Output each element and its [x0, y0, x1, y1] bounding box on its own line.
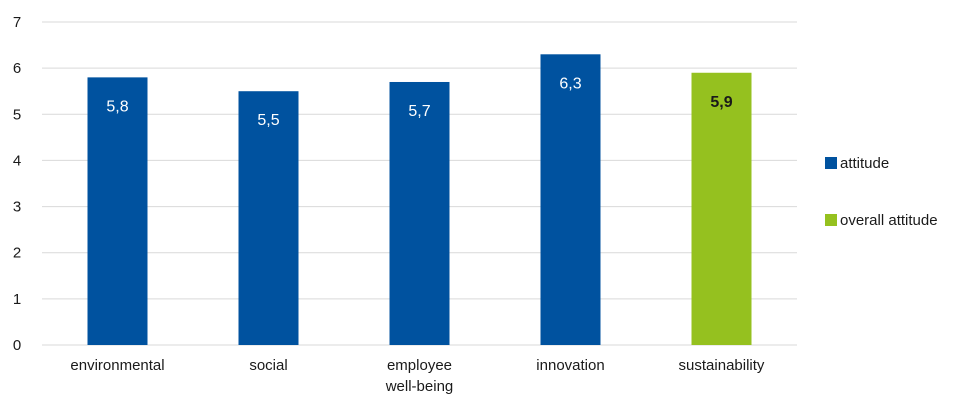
x-tick-label-line: well-being	[385, 378, 454, 395]
y-tick-label: 5	[13, 106, 21, 123]
x-axis-tick-labels: environmental social employee well-being inn…	[70, 357, 765, 395]
x-tick-label-line: employee	[387, 357, 452, 374]
data-label: 5,9	[710, 94, 732, 111]
y-tick-label: 3	[13, 199, 21, 216]
y-tick-label: 1	[13, 291, 21, 308]
x-tick-label: sustainability	[679, 357, 765, 374]
x-tick-label-line: social	[249, 357, 287, 374]
legend-label: attitude	[840, 155, 889, 172]
legend-swatch	[825, 214, 837, 226]
x-tick-label: environmental	[70, 357, 164, 374]
bars: 5,8 5,5 5,7 6,3 5,9	[87, 54, 752, 346]
x-tick-label-line: sustainability	[679, 357, 765, 374]
x-tick-label: innovation	[536, 357, 604, 374]
bar	[691, 72, 752, 345]
legend-swatch	[825, 157, 837, 169]
y-tick-label: 0	[13, 337, 21, 354]
x-tick-label-line: innovation	[536, 357, 604, 374]
bar	[238, 91, 299, 345]
x-tick-label: social	[249, 357, 287, 374]
legend: attitude overall attitude	[825, 155, 938, 229]
data-label: 6,3	[559, 75, 581, 92]
data-label: 5,8	[106, 98, 128, 115]
y-axis-tick-labels: 0 1 2 3 4 5 6 7	[13, 14, 21, 354]
legend-label: overall attitude	[840, 212, 938, 229]
y-tick-label: 2	[13, 245, 21, 262]
y-tick-label: 4	[13, 152, 21, 169]
y-tick-label: 6	[13, 60, 21, 77]
bar	[87, 77, 148, 345]
x-tick-label-line: environmental	[70, 357, 164, 374]
data-label: 5,5	[257, 112, 279, 129]
y-tick-label: 7	[13, 14, 21, 31]
data-label: 5,7	[408, 103, 430, 120]
bar	[389, 81, 450, 345]
bar	[540, 54, 601, 346]
x-tick-label: employee well-being	[385, 357, 454, 395]
